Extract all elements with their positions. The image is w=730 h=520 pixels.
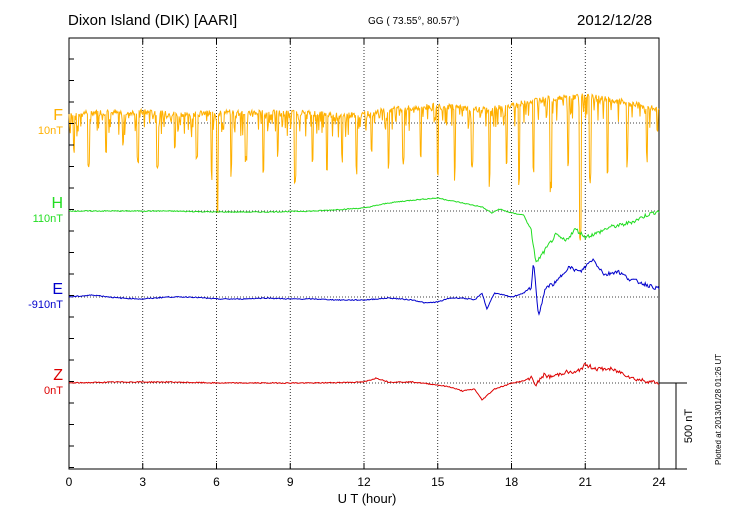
scale-bar-group: 500 nT: [659, 382, 695, 470]
traces-group: [68, 93, 660, 401]
trace-z-label: Z 0nT: [44, 367, 63, 397]
x-tick-label: 0: [66, 475, 73, 489]
trace-name: H: [51, 195, 63, 212]
x-tick-label: 12: [357, 475, 371, 489]
trace-name: E: [52, 281, 63, 298]
trace-e-line: [68, 258, 660, 316]
plotted-timestamp: Plotted at 2013/01/28 01:26 UT: [714, 353, 723, 465]
trace-e-label: E -910nT: [28, 281, 63, 311]
x-tick-label: 18: [505, 475, 519, 489]
trace-baseline-value: 110nT: [32, 213, 63, 225]
x-ticks-group: 0 3 6 9 12 15 18 21 24: [66, 38, 666, 489]
x-tick-label: 24: [652, 475, 666, 489]
x-tick-label: 21: [579, 475, 593, 489]
x-axis-label: U T (hour): [338, 491, 397, 506]
scale-bar-label: 500 nT: [683, 409, 695, 444]
trace-name: F: [53, 107, 63, 124]
plot-date: 2012/12/28: [577, 12, 653, 29]
baselines-group: [69, 122, 659, 384]
trace-f-line: [68, 93, 660, 241]
grid-lines-group: [142, 38, 586, 469]
x-tick-label: 9: [287, 475, 294, 489]
trace-baseline-value: 10nT: [37, 125, 63, 137]
trace-f-label: F 10nT: [38, 107, 63, 137]
station-title: Dixon Island (DIK) [AARI]: [68, 12, 238, 29]
trace-z-line: [68, 362, 660, 401]
trace-name: Z: [53, 367, 63, 384]
trace-baseline-value: -910nT: [28, 299, 63, 311]
station-coords: GG ( 73.55°, 80.57°): [368, 16, 460, 27]
x-tick-label: 3: [139, 475, 146, 489]
trace-h-line: [69, 197, 660, 263]
x-tick-label: 15: [431, 475, 445, 489]
trace-baseline-value: 0nT: [44, 385, 63, 397]
trace-h-label: H 110nT: [33, 195, 63, 225]
x-tick-label: 6: [213, 475, 220, 489]
